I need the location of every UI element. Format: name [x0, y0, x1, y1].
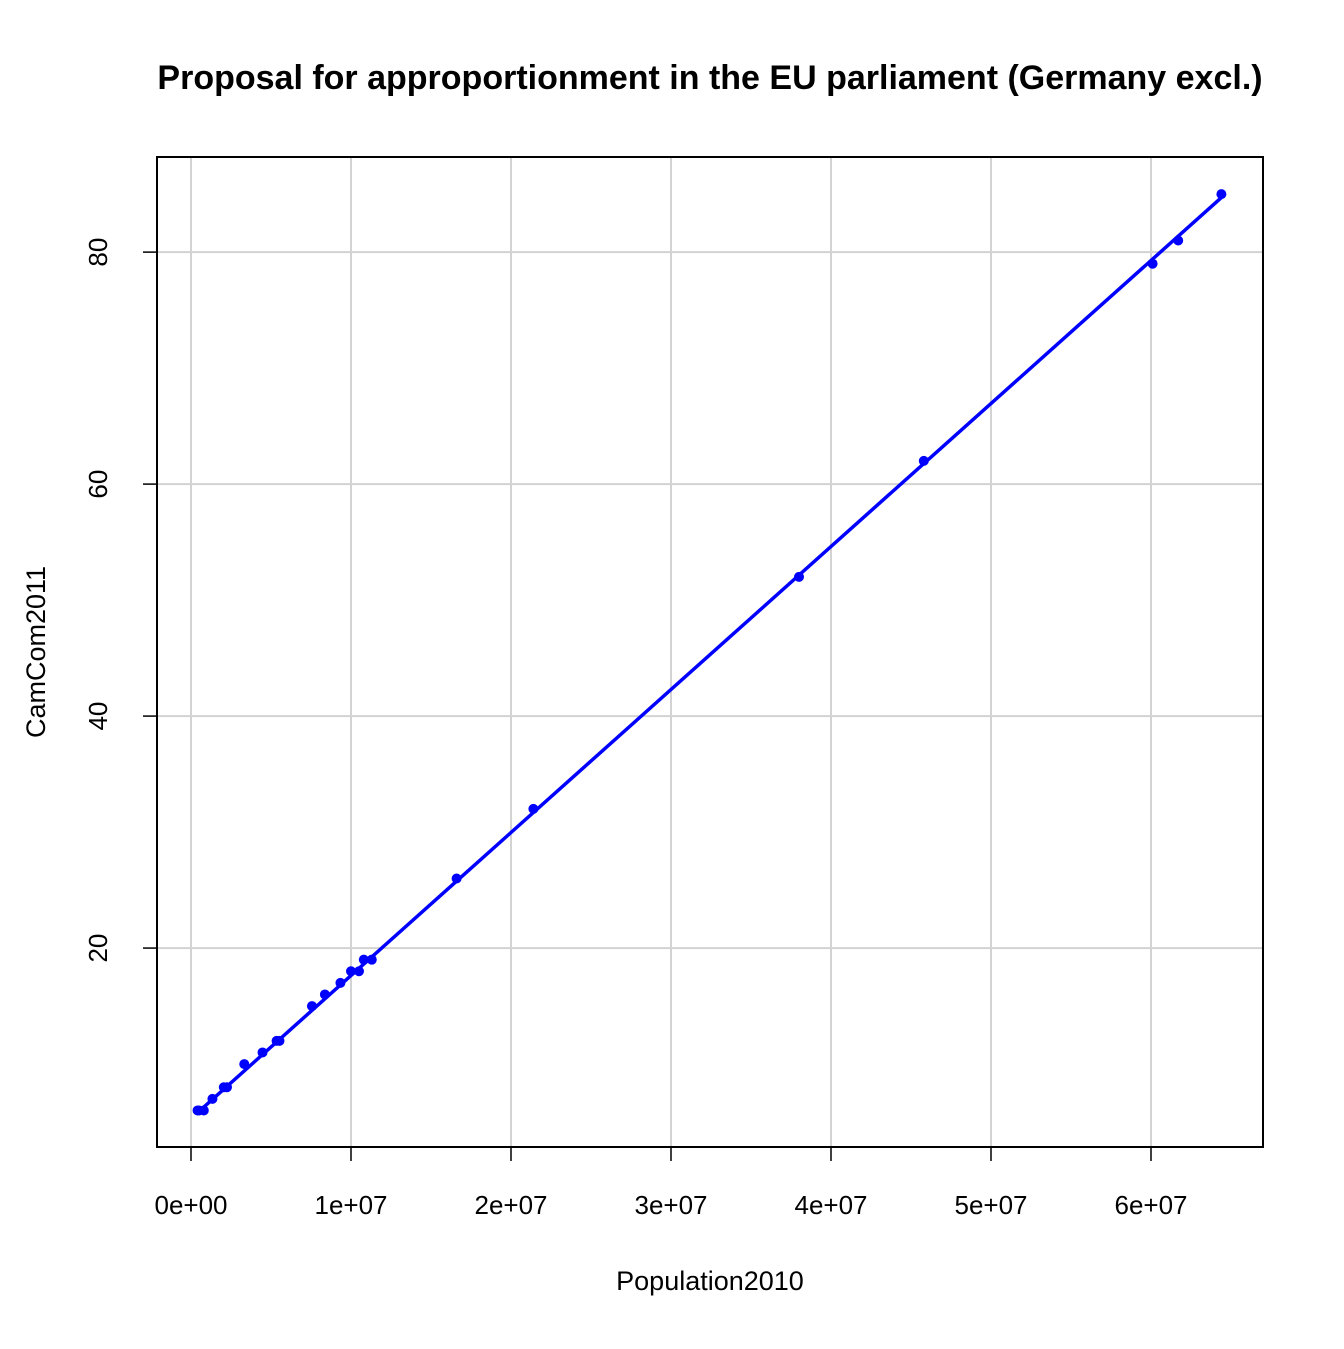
data-point	[319, 989, 330, 1000]
data-point	[306, 1001, 317, 1012]
y-tick-label: 80	[83, 238, 113, 267]
data-point	[358, 954, 369, 965]
data-point	[346, 966, 356, 977]
plot-frame	[156, 156, 1264, 1148]
data-point	[257, 1047, 268, 1058]
data-point	[366, 954, 377, 965]
data-point	[918, 455, 929, 466]
data-point	[239, 1059, 250, 1070]
data-point	[528, 803, 539, 814]
data-point	[274, 1035, 285, 1046]
data-point	[1216, 189, 1227, 200]
y-tick-label: 40	[83, 702, 113, 731]
data-point	[222, 1082, 232, 1093]
x-tick-label: 0e+00	[154, 1190, 227, 1220]
data-point	[335, 977, 346, 988]
x-tick-label: 3e+07	[634, 1190, 707, 1220]
chart-title: Proposal for approportionment in the EU …	[157, 59, 1262, 97]
x-axis-label: Population2010	[616, 1266, 804, 1296]
data-point	[207, 1093, 218, 1104]
x-tick-label: 1e+07	[314, 1190, 387, 1220]
y-tick-label: 60	[83, 470, 113, 499]
y-tick-label: 20	[83, 934, 113, 963]
data-point	[354, 966, 364, 977]
x-tick-label: 5e+07	[954, 1190, 1027, 1220]
data-point	[794, 571, 804, 582]
x-tick-label: 6e+07	[1114, 1190, 1187, 1220]
data-point	[451, 873, 462, 884]
y-axis-label: CamCom2011	[21, 566, 51, 738]
data-point	[198, 1105, 209, 1116]
x-tick-label: 4e+07	[794, 1190, 867, 1220]
data-point	[1173, 235, 1184, 246]
x-tick-label: 2e+07	[474, 1190, 547, 1220]
data-point	[1147, 258, 1158, 269]
